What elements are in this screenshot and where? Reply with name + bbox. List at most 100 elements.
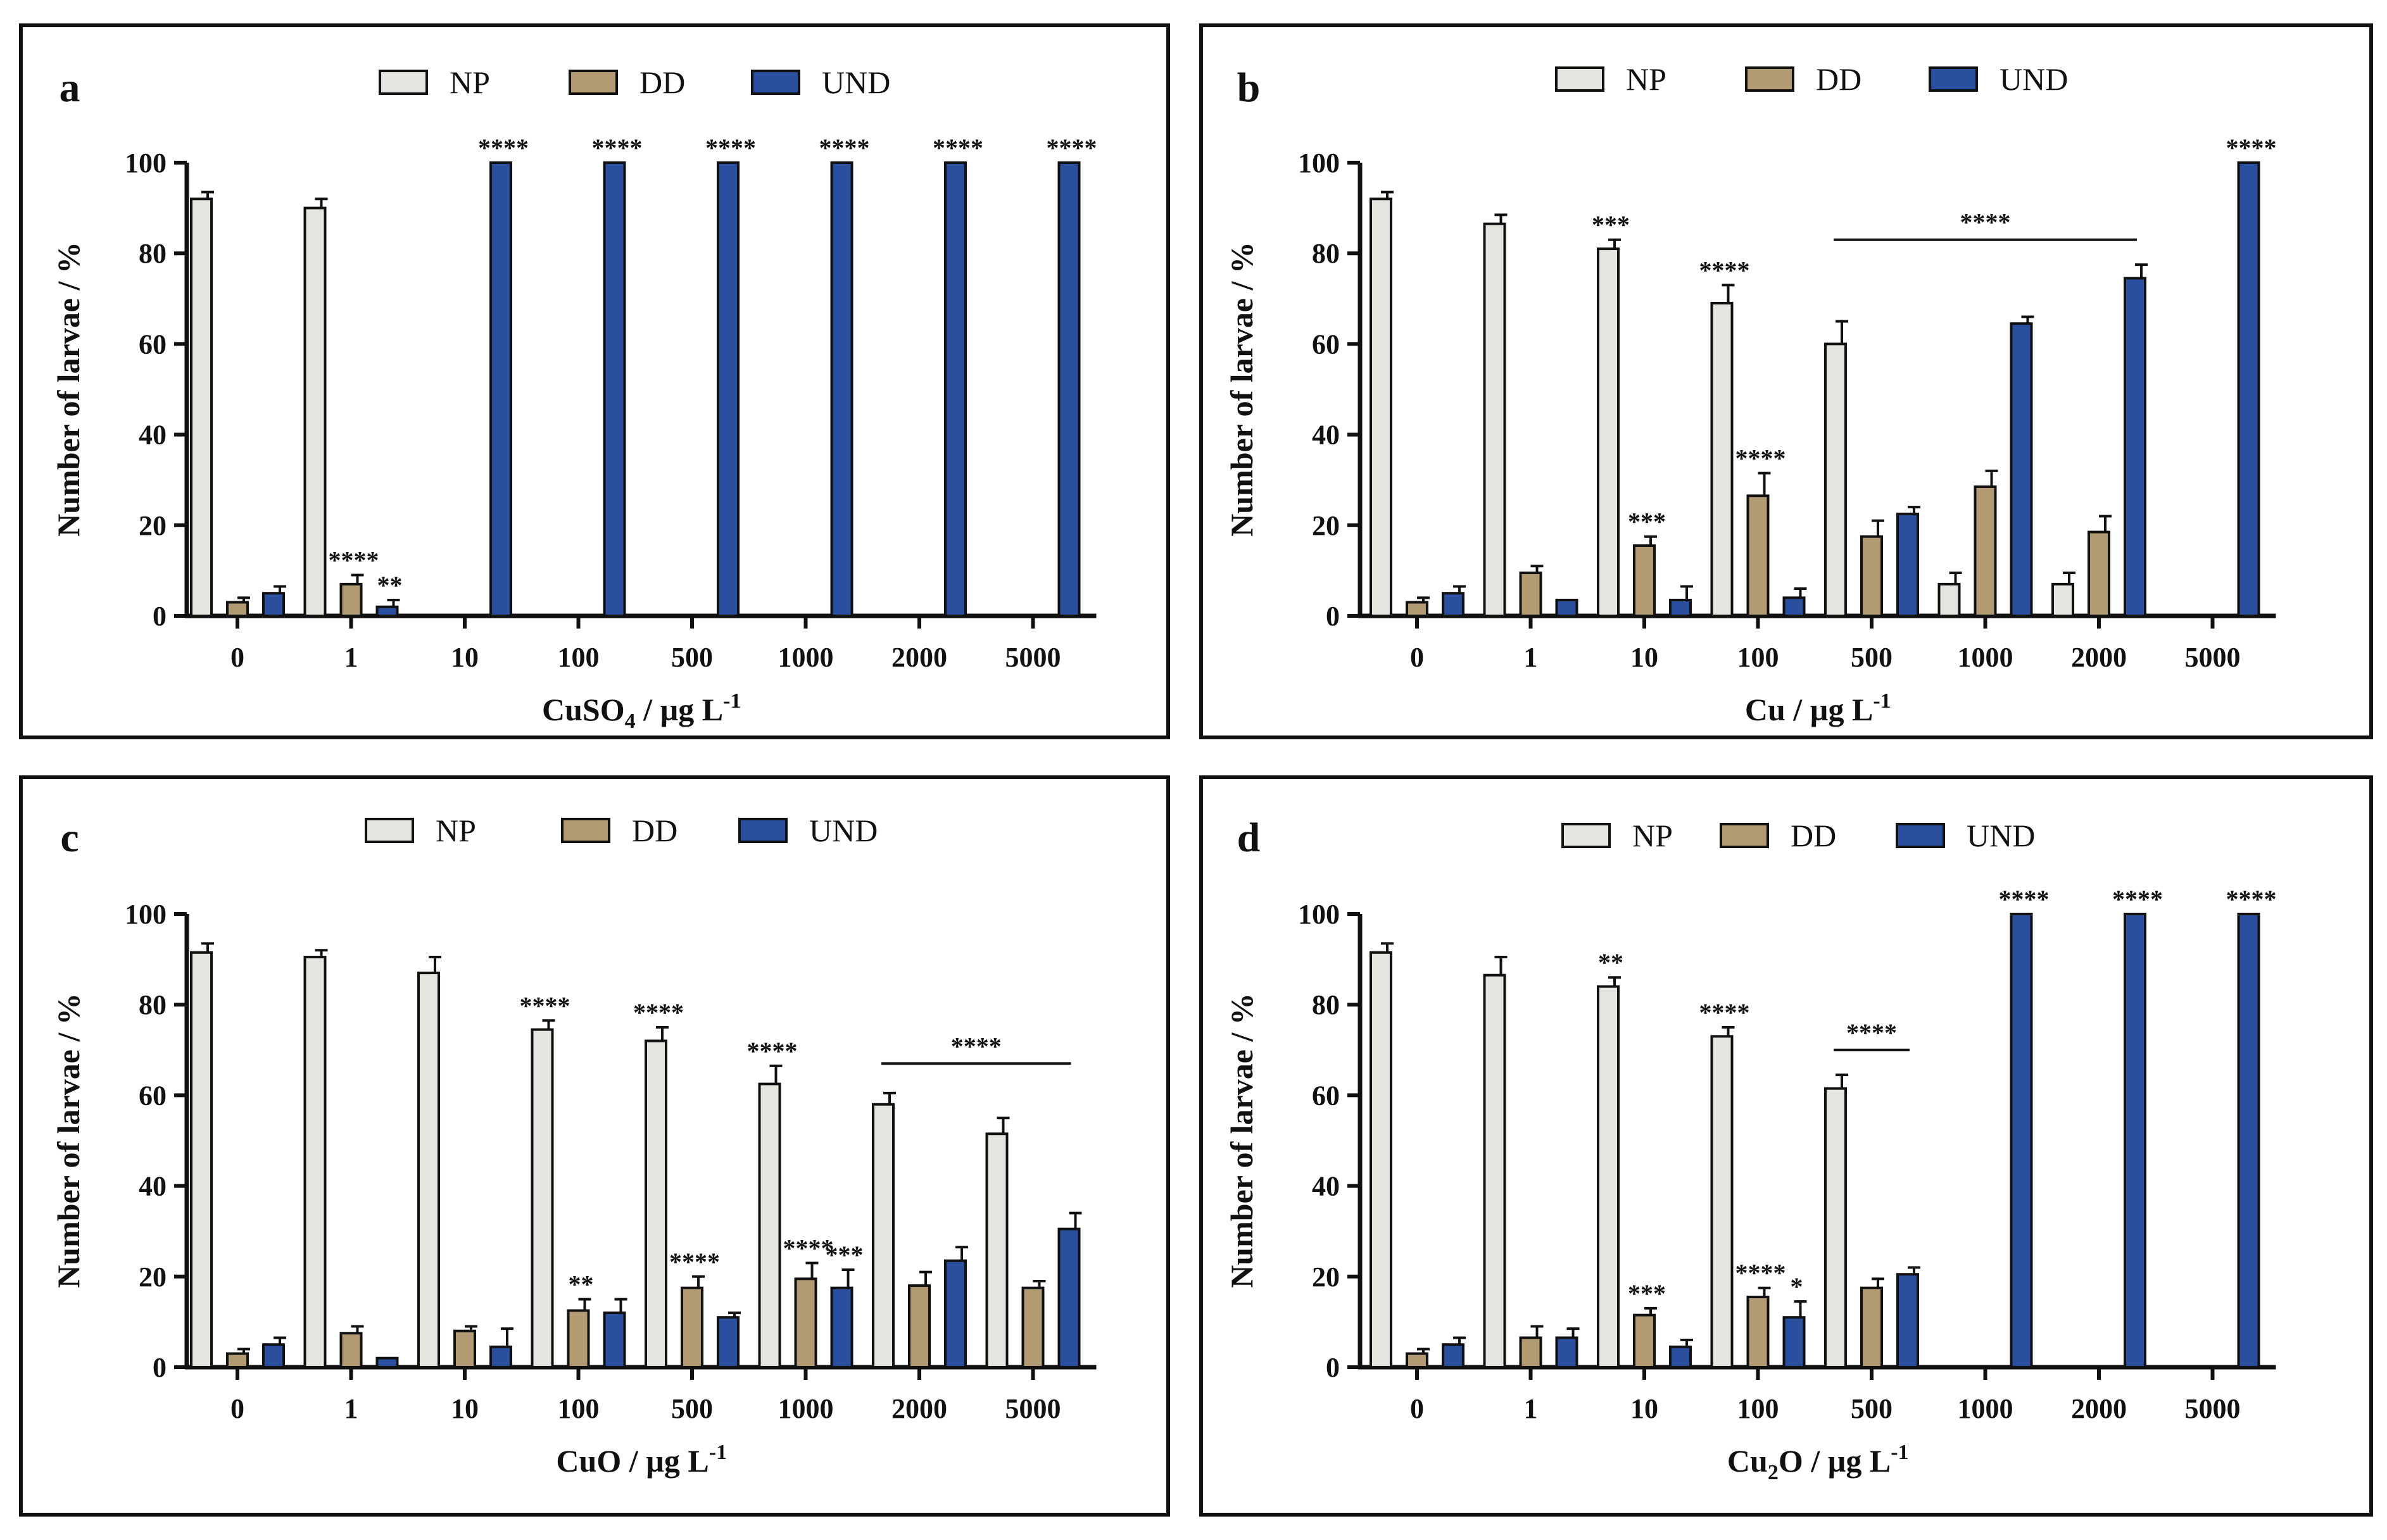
- bar-und: [2124, 277, 2146, 617]
- x-tick-label: 500: [671, 642, 713, 673]
- bar-und: [603, 1312, 626, 1369]
- bar-und: [2237, 161, 2260, 617]
- significance-label: ****: [819, 134, 870, 162]
- y-tick-label: 0: [1326, 1352, 1340, 1383]
- x-tick-label: 10: [451, 642, 479, 673]
- significance-label: ****: [2226, 885, 2277, 913]
- bar-und: [489, 161, 512, 617]
- y-tick-label: 20: [1312, 1261, 1340, 1293]
- legend-swatch-np: [1555, 66, 1604, 92]
- panel-frame: [1199, 775, 2373, 1517]
- x-tick-label: 1000: [1958, 1393, 2013, 1424]
- bar-np: [758, 1082, 781, 1368]
- y-tick-label: 100: [1298, 147, 1340, 178]
- series-dd: [226, 1261, 1046, 1369]
- x-tick-label: 1000: [778, 642, 834, 673]
- x-tick-label: 1: [1524, 642, 1538, 673]
- bar-dd: [226, 1352, 249, 1369]
- series-dd: [1406, 469, 2112, 618]
- x-axis-title: Cu2O / µg L-1: [1727, 1441, 1909, 1484]
- legend-label-dd: DD: [639, 65, 685, 100]
- y-tick-label: 20: [139, 1261, 167, 1293]
- bar-np: [190, 197, 213, 617]
- bar-dd: [339, 1332, 363, 1369]
- y-tick-label: 40: [1312, 420, 1340, 451]
- bar-und: [1057, 161, 1081, 617]
- y-tick-label: 0: [153, 601, 167, 632]
- bar-und: [717, 1316, 740, 1368]
- y-tick-label: 60: [1312, 1080, 1340, 1111]
- significance-label: **: [569, 1270, 594, 1299]
- panel-letter: c: [60, 815, 79, 861]
- bar-np: [2051, 582, 2074, 618]
- significance-label: **: [377, 571, 403, 599]
- y-axis-title: Number of larvae / %: [1224, 993, 1259, 1288]
- significance-label: ****: [1735, 1259, 1786, 1287]
- significance-label: ****: [478, 134, 529, 162]
- bar-und: [1669, 1345, 1692, 1369]
- y-tick-label: 0: [153, 1352, 167, 1383]
- bar-np: [1597, 247, 1620, 618]
- bar-und: [375, 605, 399, 617]
- bar-und: [717, 161, 740, 617]
- x-axis-title-superscript: -1: [709, 1441, 727, 1464]
- y-tick-label: 100: [125, 147, 167, 178]
- x-tick-label: 1000: [778, 1393, 834, 1424]
- x-tick-label: 2000: [2071, 642, 2127, 673]
- bar-und: [1896, 1273, 1919, 1368]
- legend-label-und: UND: [809, 813, 878, 848]
- bar-np: [1710, 301, 1734, 617]
- bar-np: [1483, 973, 1506, 1369]
- bar-dd: [1021, 1286, 1045, 1368]
- bar-np: [1370, 197, 1392, 617]
- x-tick-label: 2000: [891, 1393, 947, 1424]
- significance-label: ****: [705, 134, 756, 162]
- y-tick-label: 20: [1312, 510, 1340, 541]
- legend-label-dd: DD: [1791, 818, 1836, 853]
- y-tick-label: 0: [1326, 601, 1340, 632]
- x-axis-title-superscript: -1: [1873, 689, 1891, 713]
- x-axis-title: Cu / µg L-1: [1745, 689, 1891, 727]
- bar-und: [1442, 592, 1464, 618]
- x-axis-title-rest: O / µg L: [1779, 1443, 1891, 1479]
- bar-und: [944, 1259, 967, 1368]
- significance-label: ****: [520, 991, 570, 1020]
- legend-label-und: UND: [1967, 818, 2035, 853]
- bar-dd: [453, 1329, 476, 1368]
- bar-np: [1597, 985, 1620, 1369]
- bar-dd: [1860, 1286, 1883, 1368]
- y-tick-label: 40: [139, 420, 167, 451]
- bar-und: [1555, 598, 1578, 618]
- significance-label: ***: [1628, 1279, 1666, 1308]
- significance-label: ****: [1999, 885, 2050, 913]
- bar-und: [2237, 913, 2260, 1368]
- legend-label-dd: DD: [1816, 61, 1861, 97]
- bar-dd: [1406, 1352, 1428, 1369]
- bar-und: [262, 1343, 285, 1368]
- series-np: [190, 191, 328, 618]
- bar-und: [1555, 1336, 1578, 1368]
- bar-np: [303, 206, 327, 618]
- legend-swatch-und: [738, 818, 788, 843]
- series-np: [1370, 191, 2075, 618]
- x-tick-label: 0: [1410, 642, 1424, 673]
- x-tick-label: 5000: [1005, 1393, 1061, 1424]
- significance-label: ****: [933, 134, 983, 162]
- legend-swatch-dd: [561, 818, 610, 843]
- x-tick-label: 2000: [891, 642, 947, 673]
- x-tick-label: 500: [671, 1393, 713, 1424]
- bar-und: [603, 161, 626, 617]
- bar-und: [944, 161, 967, 617]
- series-np: [1370, 942, 1848, 1369]
- x-tick-label: 2000: [2071, 1393, 2127, 1424]
- panel-frame: [19, 775, 1170, 1517]
- y-tick-label: 40: [1312, 1171, 1340, 1202]
- bar-np: [985, 1132, 1009, 1368]
- x-tick-label: 100: [558, 642, 600, 673]
- bar-und: [375, 1356, 399, 1368]
- bar-dd: [1519, 1336, 1542, 1368]
- significance-label: ****: [747, 1037, 798, 1065]
- x-axis-title: CuO / µg L-1: [556, 1441, 727, 1479]
